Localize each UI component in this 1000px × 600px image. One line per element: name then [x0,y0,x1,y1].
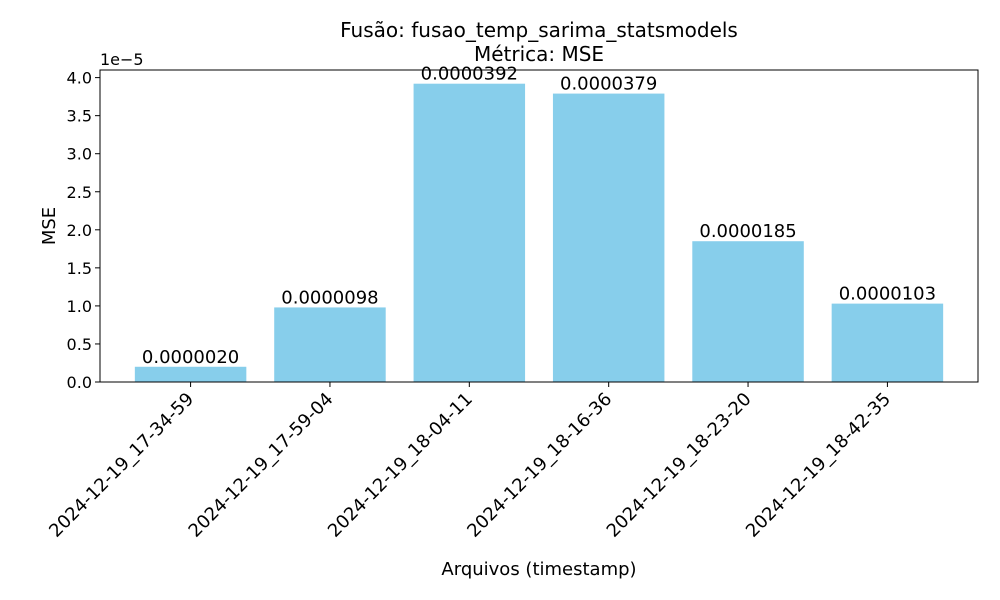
y-tick-label: 3.0 [67,145,92,164]
bar-value-label: 0.0000392 [421,64,518,85]
y-tick-label: 1.0 [67,297,92,316]
y-tick-label: 1.5 [67,259,92,278]
x-tick-label: 2024-12-19_17-59-04 [185,389,338,542]
x-tick-label: 2024-12-19_18-42-35 [742,389,895,542]
y-tick-label: 4.0 [67,69,92,88]
x-tick-label: 2024-12-19_18-23-20 [603,389,756,542]
plot-frame [99,69,979,383]
y-axis-label: MSE [39,207,60,245]
bar-value-label: 0.0000020 [142,347,239,368]
bar [274,307,386,382]
bar [552,93,665,382]
x-tick-label: 2024-12-19_18-16-36 [463,389,616,542]
x-tick-label: 2024-12-19_18-04-11 [324,389,477,542]
y-tick-label: 2.0 [67,221,92,240]
x-tick-label: 2024-12-19_17-34-59 [45,389,198,542]
y-tick-label: 2.5 [67,183,92,202]
x-axis-label: Arquivos (timestamp) [441,559,636,580]
bar-value-label: 0.0000185 [699,221,796,242]
bar [692,241,804,382]
chart-subtitle: Métrica: MSE [474,42,604,66]
bar [831,303,944,382]
chart-title: Fusão: fusao_temp_sarima_statsmodels [340,18,738,42]
y-tick-label: 0.5 [67,335,92,354]
y-tick-label: 3.5 [67,107,92,126]
bar-value-label: 0.0000098 [281,287,378,308]
bar [134,366,247,382]
bar [413,83,526,382]
y-tick-label: 0.0 [67,373,92,392]
bar-value-label: 0.0000379 [560,74,657,95]
bar-value-label: 0.0000103 [839,284,936,305]
y-offset-label: 1e−5 [100,50,144,69]
